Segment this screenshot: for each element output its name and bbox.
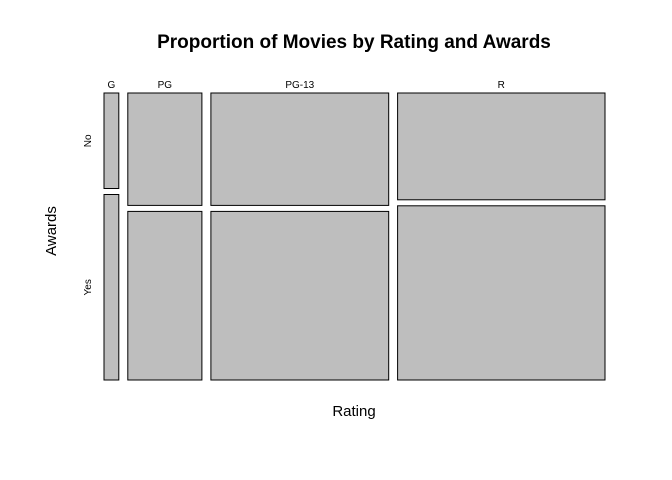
tile-pg-no	[127, 92, 203, 206]
mosaic-tiles	[103, 92, 606, 381]
x-tick-label-g: G	[108, 80, 116, 91]
y-axis-label: Awards	[43, 206, 60, 256]
tile-pg-13-yes	[210, 210, 390, 381]
tile-r-yes	[397, 205, 606, 381]
tile-r-no	[397, 92, 606, 201]
tile-pg-13-no	[210, 92, 390, 206]
y-tick-label-no: No	[83, 134, 94, 147]
x-tick-label-pg-13: PG-13	[285, 80, 314, 91]
tile-pg-yes	[127, 210, 203, 381]
tile-g-yes	[103, 194, 120, 381]
tile-g-no	[103, 92, 120, 189]
x-tick-label-pg: PG	[158, 80, 173, 91]
chart-title: Proportion of Movies by Rating and Award…	[157, 32, 551, 53]
tick-labels: G PG PG-13 R No Yes	[83, 80, 505, 295]
x-axis-label: Rating	[332, 403, 375, 420]
y-tick-label-yes: Yes	[83, 279, 94, 295]
x-tick-label-r: R	[498, 80, 505, 91]
